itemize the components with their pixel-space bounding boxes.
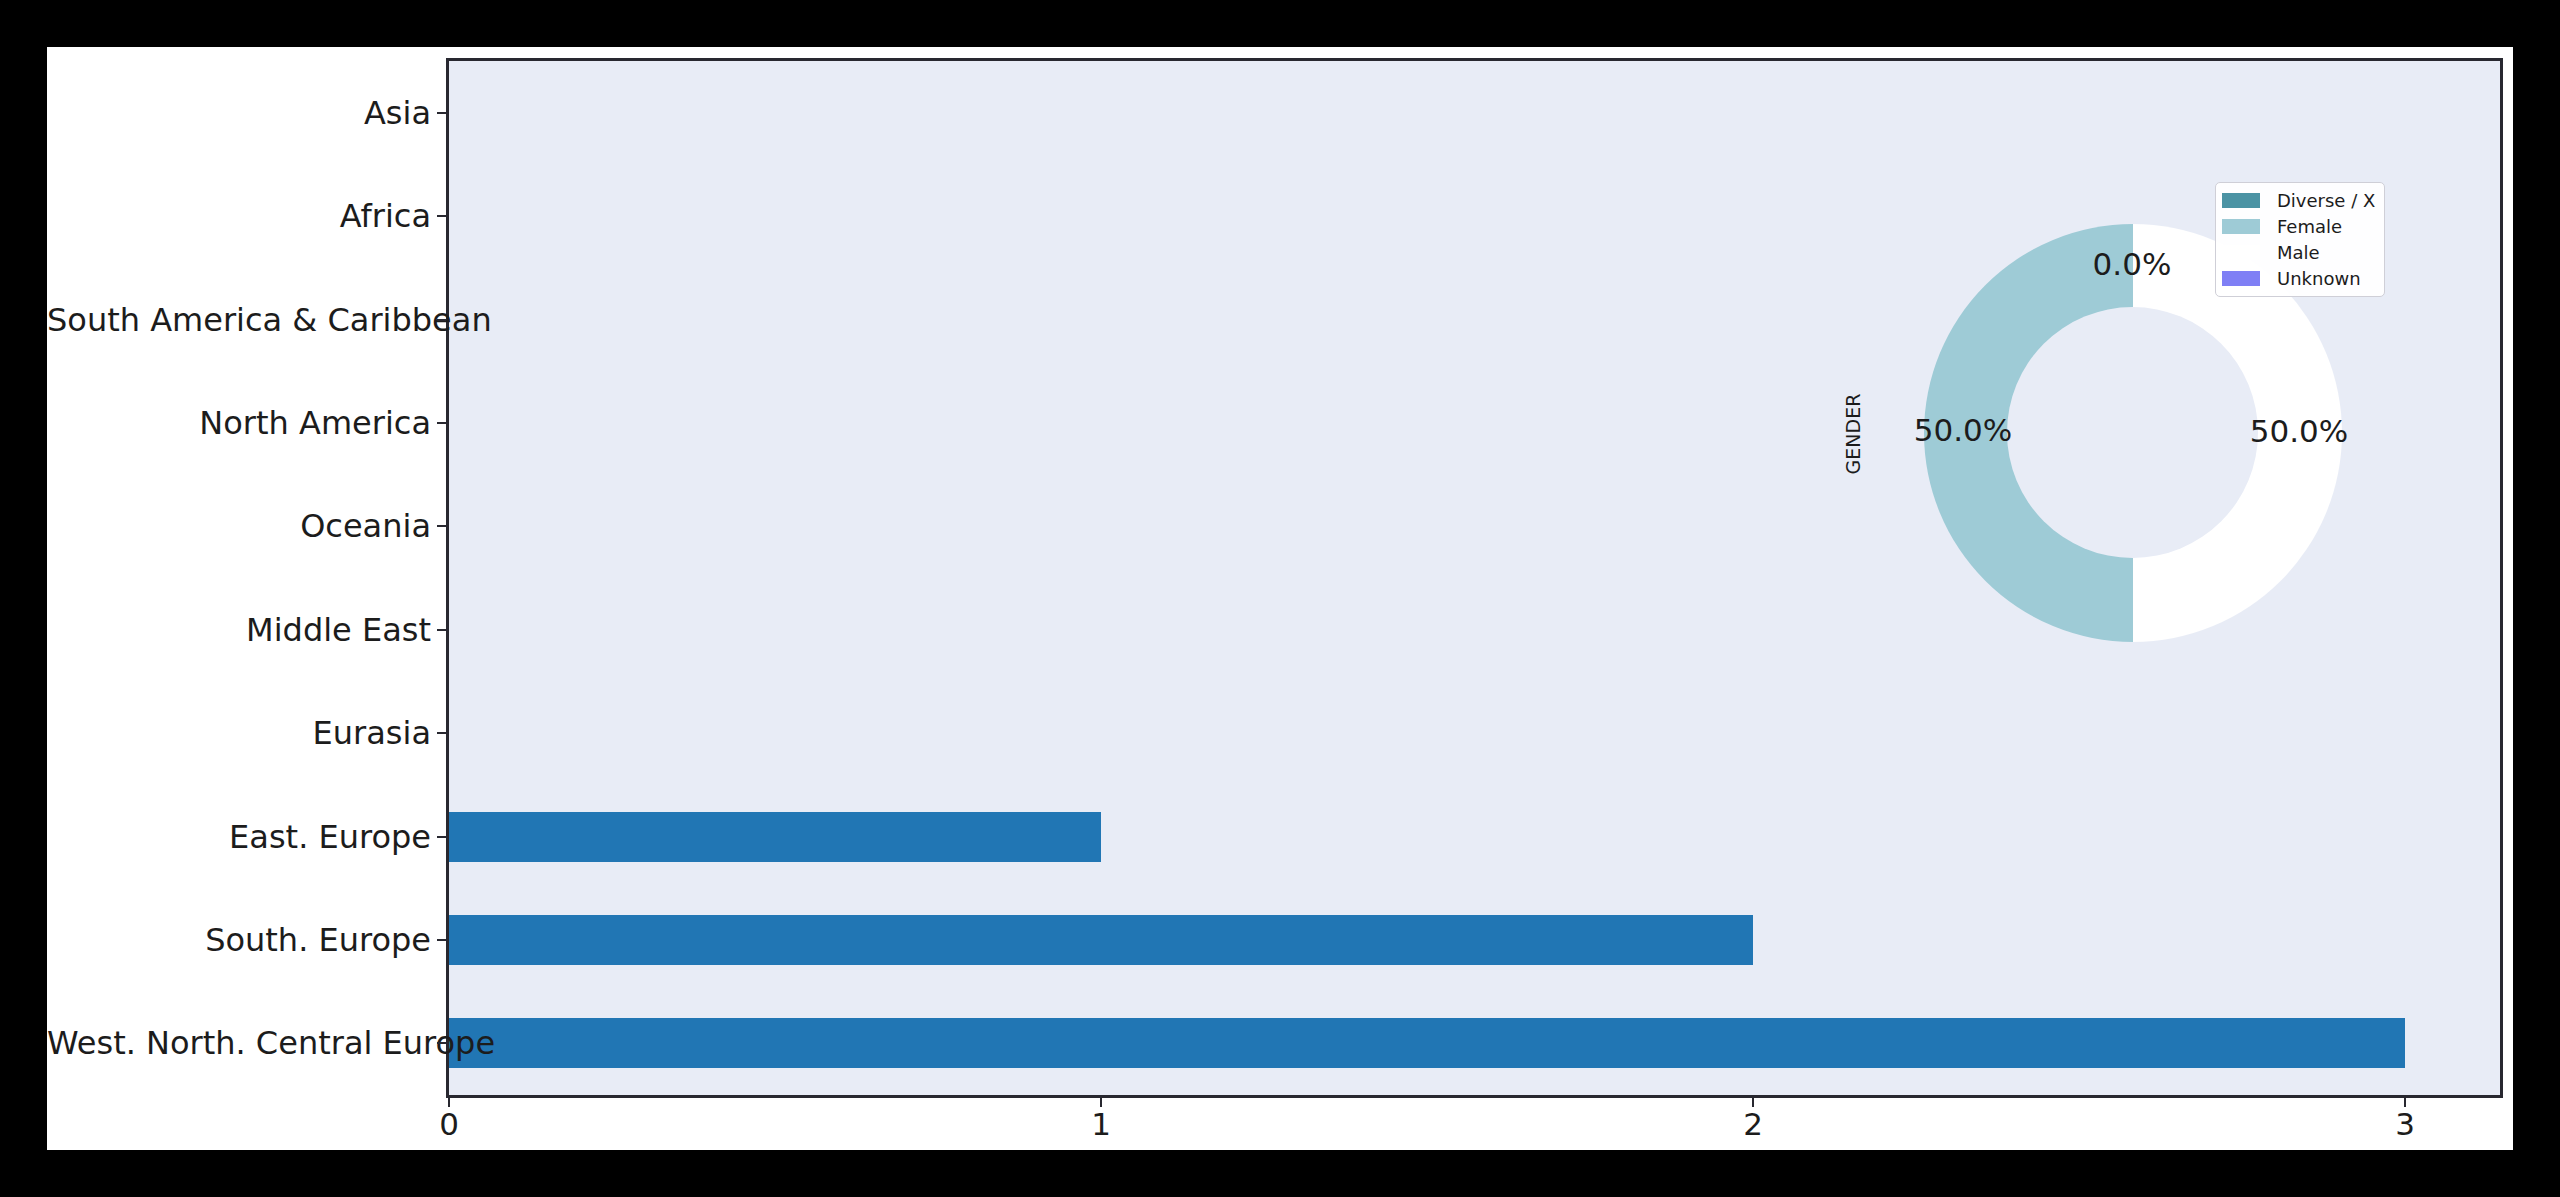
legend-label: Male — [2277, 242, 2320, 263]
x-tick-label: 3 — [2345, 1104, 2465, 1144]
bar-south-europe — [449, 915, 1753, 965]
legend-label: Female — [2277, 216, 2342, 237]
y-tick-label: Eurasia — [47, 711, 431, 755]
y-tick-label: Oceania — [47, 504, 431, 548]
y-tick-mark — [437, 836, 446, 838]
y-tick-mark — [437, 112, 446, 114]
legend-swatch-icon — [2222, 193, 2260, 208]
legend-swatch-icon — [2222, 245, 2260, 260]
legend-entry: Male — [2222, 240, 2384, 266]
bar-east-europe — [449, 812, 1101, 862]
legend-entry: Diverse / X — [2222, 187, 2384, 213]
y-tick-label: South America & Caribbean — [47, 298, 431, 342]
pie-axis-title: GENDER — [1841, 364, 1865, 504]
y-tick-label: Asia — [47, 91, 431, 135]
y-tick-mark — [437, 525, 446, 527]
y-tick-mark — [437, 732, 446, 734]
pie-pct-label: 0.0% — [2052, 244, 2212, 284]
figure: Asia Africa South America & Caribbean North… — [47, 47, 2513, 1150]
y-tick-mark — [437, 1042, 446, 1044]
legend-entry: Unknown — [2222, 266, 2384, 292]
legend-swatch-icon — [2222, 271, 2260, 286]
y-tick-label: Middle East — [47, 608, 431, 652]
y-tick-label: East. Europe — [47, 815, 431, 859]
legend-entry: Female — [2222, 213, 2384, 239]
x-tick-label: 1 — [1041, 1104, 1161, 1144]
pie-legend: Diverse / X Female Male Unknown — [2215, 182, 2385, 297]
y-tick-label: North America — [47, 401, 431, 445]
screenshot-canvas: Asia Africa South America & Caribbean North… — [0, 0, 2560, 1197]
x-tick-label: 0 — [389, 1104, 509, 1144]
pie-pct-label: 50.0% — [1883, 410, 2043, 450]
y-tick-label: West. North. Central Europe — [47, 1021, 431, 1065]
y-tick-mark — [437, 319, 446, 321]
y-tick-mark — [437, 422, 446, 424]
x-tick-label: 2 — [1693, 1104, 1813, 1144]
y-tick-mark — [437, 629, 446, 631]
bar-west-north-central-europe — [449, 1018, 2405, 1068]
y-tick-mark — [437, 215, 446, 217]
pie-pct-label: 50.0% — [2219, 411, 2379, 451]
legend-swatch-icon — [2222, 219, 2260, 234]
y-tick-label: South. Europe — [47, 918, 431, 962]
y-tick-label: Africa — [47, 194, 431, 238]
legend-label: Unknown — [2277, 268, 2361, 289]
y-tick-mark — [437, 939, 446, 941]
legend-label: Diverse / X — [2277, 190, 2375, 211]
